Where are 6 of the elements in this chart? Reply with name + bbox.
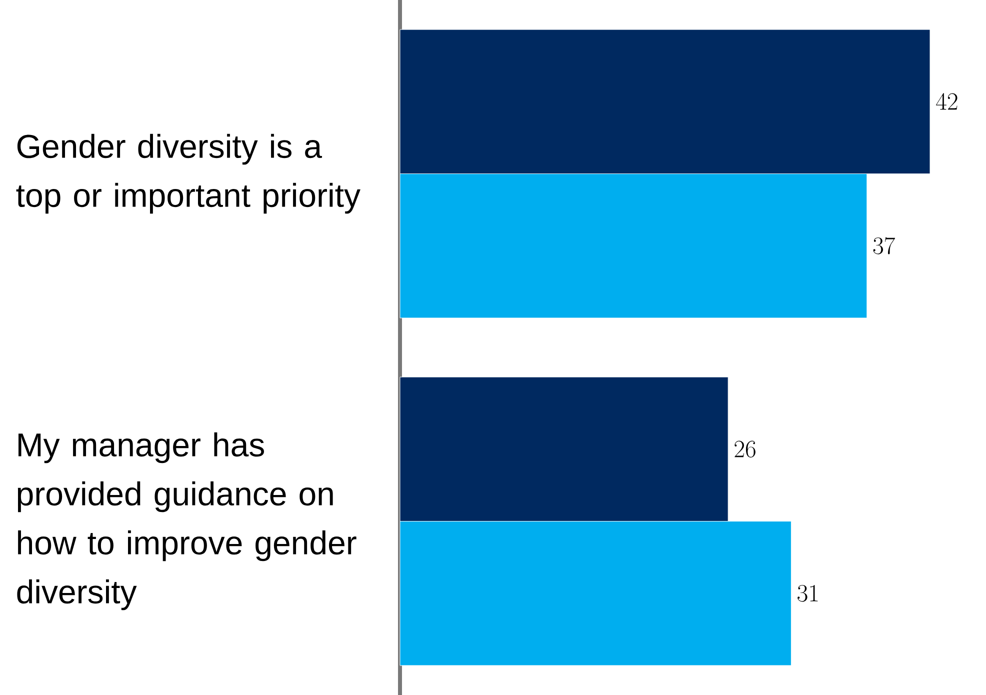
data-label: 37 (873, 237, 896, 254)
data-label: 26 (734, 440, 756, 458)
data-label: 31 (798, 584, 818, 602)
y-tick-label: Gender diversity is a top or important priority (16, 134, 360, 214)
data-label: 42 (936, 93, 958, 110)
y-tick-label: My manager has provided guidance on how to improve gender diversity (17, 432, 356, 610)
